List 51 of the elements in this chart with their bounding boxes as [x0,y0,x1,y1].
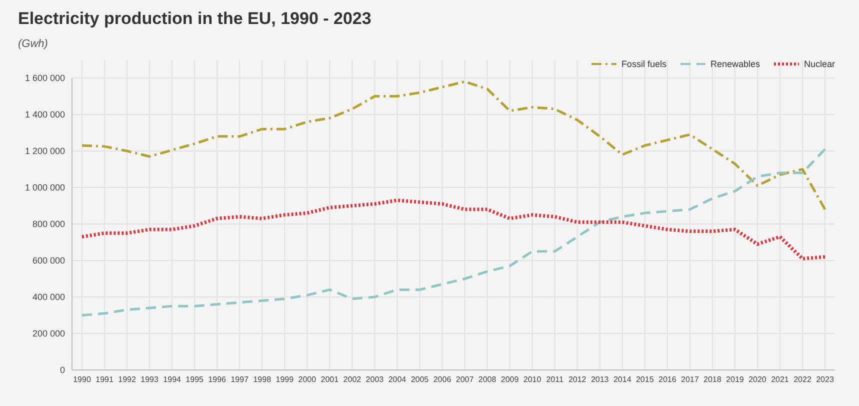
x-tick-label: 2016 [658,375,677,384]
x-tick-label: 2012 [568,375,587,384]
x-tick-label: 1990 [73,375,92,384]
line-series [80,198,827,260]
x-tick-label: 2023 [816,375,834,384]
line-series [80,148,826,316]
y-tick-label: 0 [60,364,65,375]
x-tick-label: 2018 [704,375,722,384]
x-tick-label: 2021 [771,375,790,384]
x-tick-label: 2014 [613,375,632,384]
x-tick-label: 2008 [478,375,497,384]
x-tick-label: 2010 [523,375,542,384]
y-tick-label: 1 600 000 [24,72,65,83]
x-tick-label: 2005 [410,375,430,384]
y-axis-title: (Gwh) [18,38,48,50]
x-tick-label: 2019 [726,375,744,384]
y-tick-label: 1 400 000 [24,109,65,120]
x-tick-label: 1997 [230,375,250,384]
x-tick-label: 2004 [388,375,407,384]
x-tick-label: 1993 [140,375,159,384]
x-tick-label: 1992 [118,375,136,384]
y-tick-label: 1 000 000 [24,182,65,192]
x-tick-label: 2003 [366,375,384,384]
x-tick-label: 1995 [186,375,204,384]
x-tick-label: 2017 [681,375,700,384]
y-tick-label: 800 000 [32,218,65,229]
x-tick-label: 2022 [794,375,812,384]
y-tick-label: 600 000 [32,255,65,266]
y-tick-label: 200 000 [32,328,65,338]
x-tick-label: 1996 [208,375,227,384]
chart-title: Electricity production in the EU, 1990 - 2023 [18,9,372,28]
x-tick-label: 2002 [343,375,362,384]
x-tick-label: 1991 [96,375,114,384]
legend-label: Nuclear [804,59,835,69]
y-tick-label: 1 200 000 [24,146,65,156]
y-tick-label: 400 000 [32,292,65,302]
x-tick-label: 2020 [748,375,767,384]
legend-label: Fossil fuels [621,59,667,69]
x-tick-label: 2000 [298,375,317,384]
x-tick-label: 2011 [546,375,564,384]
x-tick-label: 2001 [320,375,340,384]
x-tick-label: 2007 [456,375,474,384]
x-tick-label: 1998 [253,375,272,384]
x-tick-label: 1994 [163,375,182,384]
legend-label: Renewables [710,59,760,69]
x-tick-label: 2015 [636,375,654,384]
x-tick-label: 2009 [500,375,520,384]
x-tick-label: 2013 [590,375,610,384]
line-series [80,80,826,211]
x-tick-label: 1999 [276,375,294,384]
x-tick-label: 2006 [433,375,452,384]
